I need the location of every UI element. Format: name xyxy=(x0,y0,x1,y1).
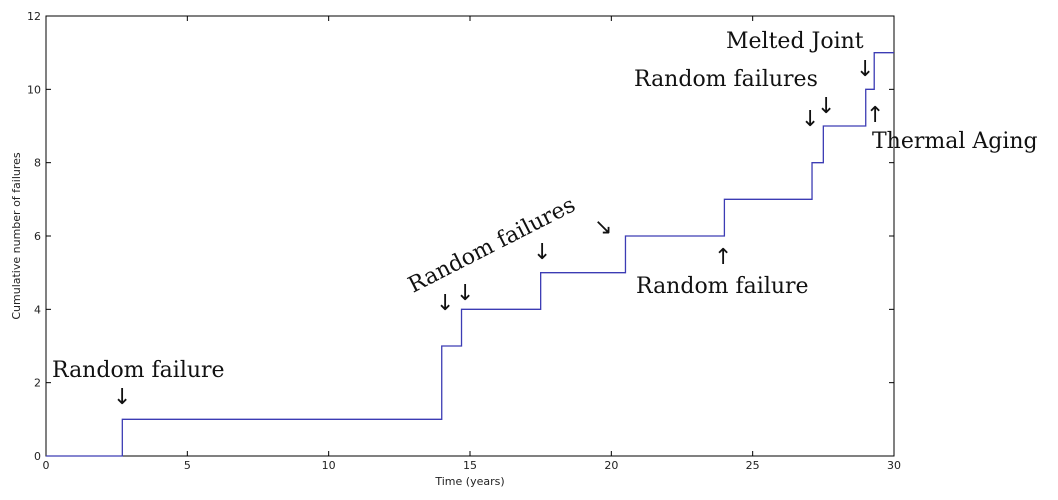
y-tick-label: 12 xyxy=(27,10,41,23)
arrow-down-icon: ↓ xyxy=(456,281,474,306)
y-tick-label: 8 xyxy=(34,157,41,170)
arrow-down-icon: ↓ xyxy=(436,291,454,316)
x-tick-label: 15 xyxy=(463,459,477,472)
y-tick-label: 0 xyxy=(34,450,41,463)
annotation-random-failures-top: Random failures xyxy=(634,67,818,92)
y-tick-label: 6 xyxy=(34,230,41,243)
x-tick-label: 10 xyxy=(322,459,336,472)
arrow-down-right-icon: ↘ xyxy=(594,215,612,240)
axis-ticks: 0 5 10 15 20 25 30 0 2 4 6 8 10 12 xyxy=(27,10,901,472)
annotation-thermal-aging: Thermal Aging xyxy=(872,129,1038,154)
x-tick-label: 30 xyxy=(887,459,901,472)
annotation-melted-joint: Melted Joint xyxy=(726,29,864,54)
arrow-down-icon: ↓ xyxy=(533,240,551,265)
y-tick-label: 4 xyxy=(34,303,41,316)
x-tick-label: 25 xyxy=(746,459,760,472)
y-tick-label: 2 xyxy=(34,377,41,390)
annotation-random-failure-right: Random failure xyxy=(636,274,809,299)
y-tick-label: 10 xyxy=(27,83,41,96)
arrow-up-icon: ↑ xyxy=(866,103,884,128)
arrow-up-icon: ↑ xyxy=(714,245,732,270)
arrow-down-icon: ↓ xyxy=(817,94,835,119)
arrow-down-icon: ↓ xyxy=(113,385,131,410)
x-tick-label: 0 xyxy=(43,459,50,472)
arrow-down-icon: ↓ xyxy=(801,107,819,132)
arrow-down-icon: ↓ xyxy=(856,57,874,82)
x-tick-label: 20 xyxy=(604,459,618,472)
series-line xyxy=(46,52,894,457)
annotation-random-failure-left: Random failure xyxy=(52,358,225,383)
x-tick-label: 5 xyxy=(184,459,191,472)
annotation-arrows: ↓ ↓ ↓ ↓ ↘ ↑ ↓ ↓ ↓ ↑ xyxy=(113,57,884,410)
y-axis-label: Cumulative number of failures xyxy=(10,152,23,320)
plot-area-frame xyxy=(45,15,895,457)
x-axis-label: Time (years) xyxy=(434,475,504,488)
